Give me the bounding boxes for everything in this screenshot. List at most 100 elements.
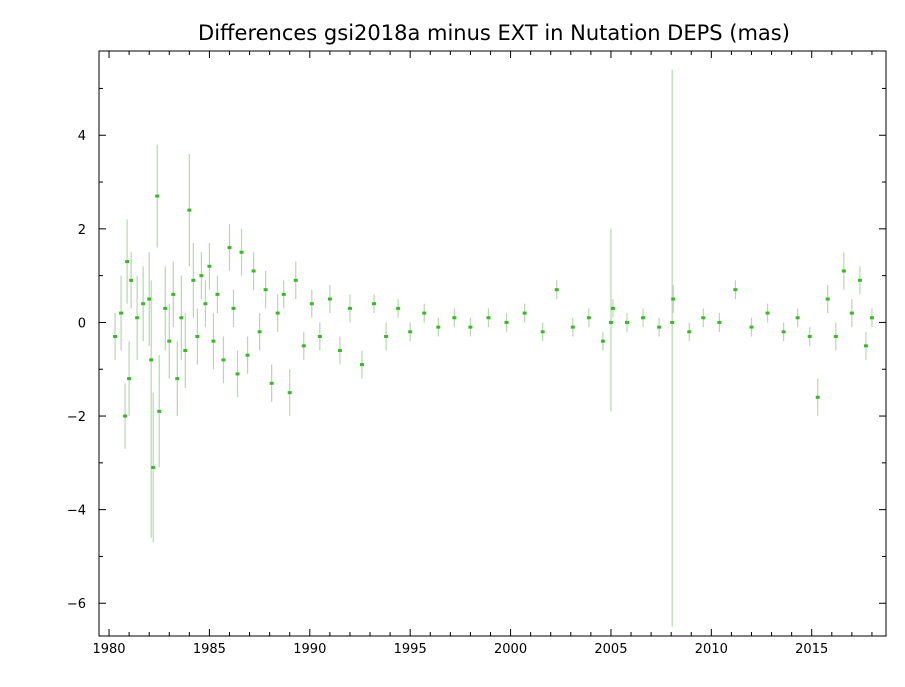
- data-point: [151, 466, 156, 470]
- data-point: [849, 311, 854, 315]
- chart-title: Differences gsi2018a minus EXT in Nutati…: [198, 21, 790, 45]
- data-point: [171, 292, 176, 296]
- y-tick-label: −6: [67, 597, 86, 612]
- data-point: [360, 363, 365, 367]
- data-point: [157, 409, 162, 413]
- y-tick-label: −4: [67, 504, 86, 519]
- data-point: [841, 269, 846, 273]
- x-tick-label: 2015: [795, 642, 828, 657]
- data-point: [245, 353, 250, 357]
- data-point: [486, 316, 491, 320]
- x-tick-label: 1990: [293, 642, 326, 657]
- data-point: [119, 311, 124, 315]
- data-points: [113, 194, 874, 470]
- data-point: [554, 288, 559, 292]
- outlier-point: [608, 320, 613, 324]
- data-point: [199, 274, 204, 278]
- data-point: [815, 395, 820, 399]
- data-point: [671, 297, 676, 301]
- data-point: [167, 339, 172, 343]
- data-point: [522, 311, 527, 315]
- data-point: [452, 316, 457, 320]
- data-point: [657, 325, 662, 329]
- y-axis: −6 −4 −2 0 2 4: [67, 87, 886, 612]
- data-point: [113, 334, 118, 338]
- data-point: [586, 316, 591, 320]
- data-point: [141, 302, 146, 306]
- data-point: [372, 302, 377, 306]
- data-point: [127, 377, 132, 381]
- data-point: [207, 264, 212, 268]
- data-point: [235, 372, 240, 376]
- y-tick-label: 4: [78, 129, 86, 144]
- data-point: [869, 316, 874, 320]
- data-point: [293, 278, 298, 282]
- y-tick-label: 2: [78, 223, 86, 238]
- y-tick-label: 0: [78, 316, 86, 331]
- data-point: [275, 311, 280, 315]
- data-point: [251, 269, 256, 273]
- y-tick-label: −2: [67, 410, 86, 425]
- data-point: [733, 288, 738, 292]
- data-point: [191, 278, 196, 282]
- data-point: [857, 278, 862, 282]
- data-point: [163, 306, 168, 310]
- data-point: [179, 316, 184, 320]
- data-point: [195, 334, 200, 338]
- data-point: [263, 288, 268, 292]
- data-point: [610, 306, 615, 310]
- data-point: [211, 339, 216, 343]
- data-point: [504, 320, 509, 324]
- x-tick-label: 1985: [193, 642, 226, 657]
- outlier-point: [149, 358, 154, 362]
- data-point: [187, 208, 192, 212]
- error-bars: [114, 69, 873, 627]
- data-point: [347, 306, 352, 310]
- data-point: [687, 330, 692, 334]
- plot-border: [98, 50, 887, 637]
- plot-frame: [98, 50, 887, 637]
- data-point: [384, 334, 389, 338]
- data-point: [269, 381, 274, 385]
- x-tick-label: 1980: [92, 642, 125, 657]
- data-point: [717, 320, 722, 324]
- data-point: [239, 250, 244, 254]
- data-point: [281, 292, 286, 296]
- x-tick-label: 2005: [594, 642, 627, 657]
- data-point: [833, 334, 838, 338]
- data-point: [147, 297, 152, 301]
- outlier-point: [670, 320, 675, 324]
- data-point: [175, 377, 180, 381]
- data-point: [570, 325, 575, 329]
- data-point: [123, 414, 128, 418]
- data-point: [227, 246, 232, 250]
- data-point: [257, 330, 262, 334]
- data-point: [327, 297, 332, 301]
- data-point: [203, 302, 208, 306]
- data-point: [155, 194, 160, 198]
- data-point: [807, 334, 812, 338]
- data-point: [231, 306, 236, 310]
- data-point: [749, 325, 754, 329]
- data-point: [468, 325, 473, 329]
- data-point: [221, 358, 226, 362]
- data-point: [135, 316, 140, 320]
- x-tick-label: 2010: [695, 642, 728, 657]
- data-point: [125, 260, 130, 264]
- data-point: [337, 349, 342, 353]
- x-tick-label: 2000: [494, 642, 527, 657]
- x-tick-label: 1995: [394, 642, 427, 657]
- data-point: [781, 330, 786, 334]
- data-point: [215, 292, 220, 296]
- data-point: [436, 325, 441, 329]
- data-point: [625, 320, 630, 324]
- data-point: [863, 344, 868, 348]
- data-point: [765, 311, 770, 315]
- data-point: [540, 330, 545, 334]
- data-point: [287, 391, 292, 395]
- data-point: [301, 344, 306, 348]
- data-point: [408, 330, 413, 334]
- data-point: [129, 278, 134, 282]
- data-point: [183, 349, 188, 353]
